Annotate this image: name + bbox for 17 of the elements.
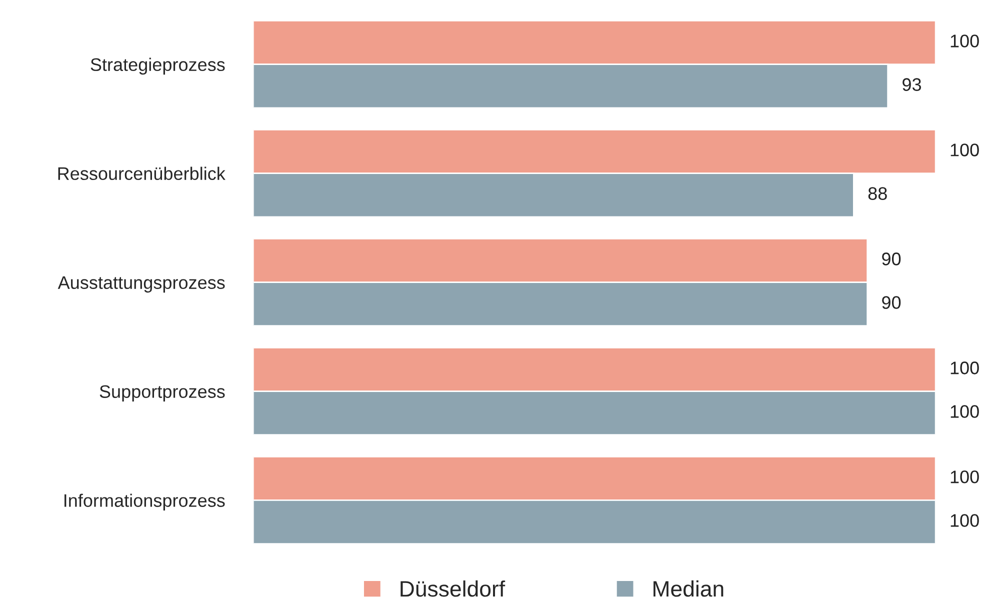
y-tick-label: Ausstattungsprozess <box>58 276 225 293</box>
y-tick-label: Supportprozess <box>100 385 225 402</box>
data-label: 100 <box>950 144 979 156</box>
data-label: 100 <box>950 514 979 527</box>
legend-label: Düsseldorf <box>400 580 506 597</box>
data-label: 90 <box>882 252 901 266</box>
y-tick-label: Informationsprozess <box>64 494 225 511</box>
legend-label: Median <box>654 580 724 597</box>
data-label: 88 <box>868 187 887 200</box>
y-tick-label: Ressourcenüberblick <box>58 166 226 180</box>
data-label: 100 <box>950 34 979 48</box>
data-label: 100 <box>950 405 979 418</box>
data-label: 100 <box>950 470 979 484</box>
data-label: 100 <box>950 362 979 374</box>
data-label: 93 <box>902 78 922 91</box>
y-tick-label: Strategieprozess <box>90 58 225 75</box>
data-label: 90 <box>882 296 901 309</box>
